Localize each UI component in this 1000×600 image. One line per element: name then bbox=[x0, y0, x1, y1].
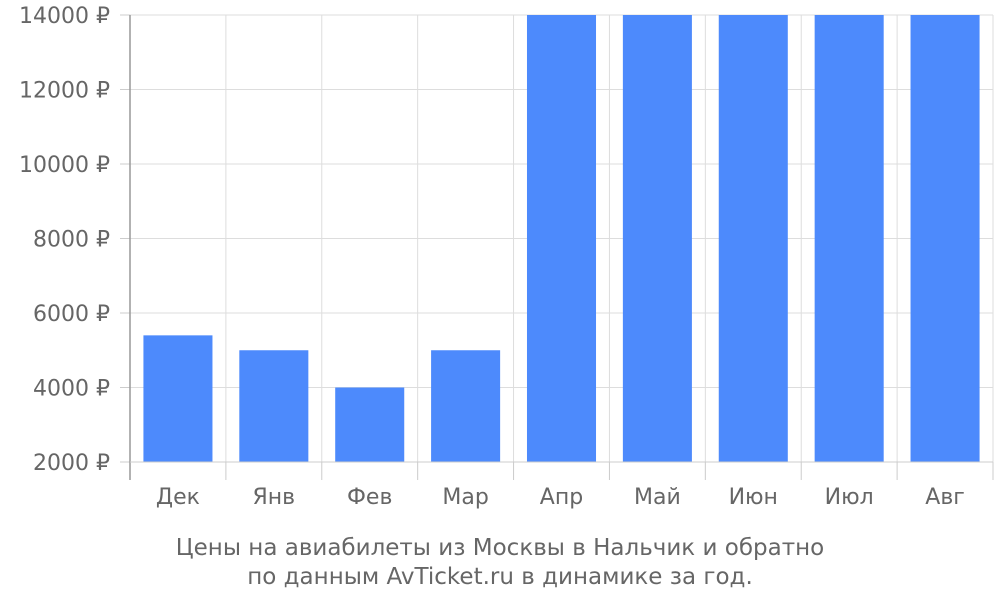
bar-Июл bbox=[814, 15, 884, 462]
y-tick-label: 14000 ₽ bbox=[19, 4, 110, 29]
y-tick-label: 8000 ₽ bbox=[33, 228, 110, 253]
bar-Янв bbox=[239, 350, 309, 462]
bar-Июн bbox=[718, 15, 788, 462]
bar-Мар bbox=[431, 350, 501, 462]
x-tick-label: Июн bbox=[729, 485, 778, 510]
x-tick-label: Янв bbox=[253, 485, 296, 510]
x-tick-label: Дек bbox=[156, 485, 200, 510]
bars bbox=[143, 15, 980, 462]
x-tick-label: Мар bbox=[442, 485, 488, 510]
bar-Фев bbox=[335, 387, 405, 462]
chart-caption-line-2: по данным AvTicket.ru в динамике за год. bbox=[247, 564, 753, 590]
bar-Дек bbox=[143, 335, 213, 462]
x-tick-label: Авг bbox=[925, 485, 965, 510]
axes bbox=[120, 14, 994, 480]
bar-Авг bbox=[910, 15, 980, 462]
bar-Апр bbox=[526, 15, 597, 462]
x-tick-label: Апр bbox=[540, 485, 583, 510]
bar-Май bbox=[622, 15, 692, 462]
x-tick-label: Май bbox=[634, 485, 681, 510]
y-tick-label: 2000 ₽ bbox=[33, 451, 110, 476]
chart-caption-line-1: Цены на авиабилеты из Москвы в Нальчик и… bbox=[175, 535, 825, 561]
y-tick-labels: 2000 ₽ 4000 ₽ 6000 ₽ 8000 ₽ 10000 ₽ 12000 ₽ 14… bbox=[19, 4, 110, 476]
x-tick-labels: Дек Янв Фев Мар Апр Май Июн Июл Авг bbox=[156, 485, 965, 510]
y-tick-label: 10000 ₽ bbox=[19, 153, 110, 178]
y-tick-label: 12000 ₽ bbox=[19, 79, 110, 104]
price-bar-chart: 2000 ₽ 4000 ₽ 6000 ₽ 8000 ₽ 10000 ₽ 12000 ₽ 14… bbox=[19, 4, 994, 510]
y-tick-label: 4000 ₽ bbox=[33, 377, 110, 402]
x-tick-label: Фев bbox=[347, 485, 392, 510]
x-tick-label: Июл bbox=[825, 485, 874, 510]
y-tick-label: 6000 ₽ bbox=[33, 302, 110, 327]
